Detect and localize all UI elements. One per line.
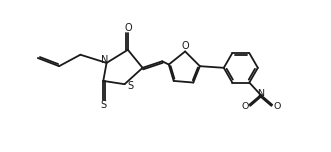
Text: O: O <box>182 41 190 51</box>
Text: O: O <box>273 102 280 111</box>
Text: S: S <box>100 100 106 110</box>
Text: S: S <box>127 81 133 91</box>
Text: N: N <box>101 55 109 65</box>
Text: O: O <box>241 102 249 111</box>
Text: N: N <box>257 89 264 98</box>
Text: O: O <box>124 23 132 33</box>
